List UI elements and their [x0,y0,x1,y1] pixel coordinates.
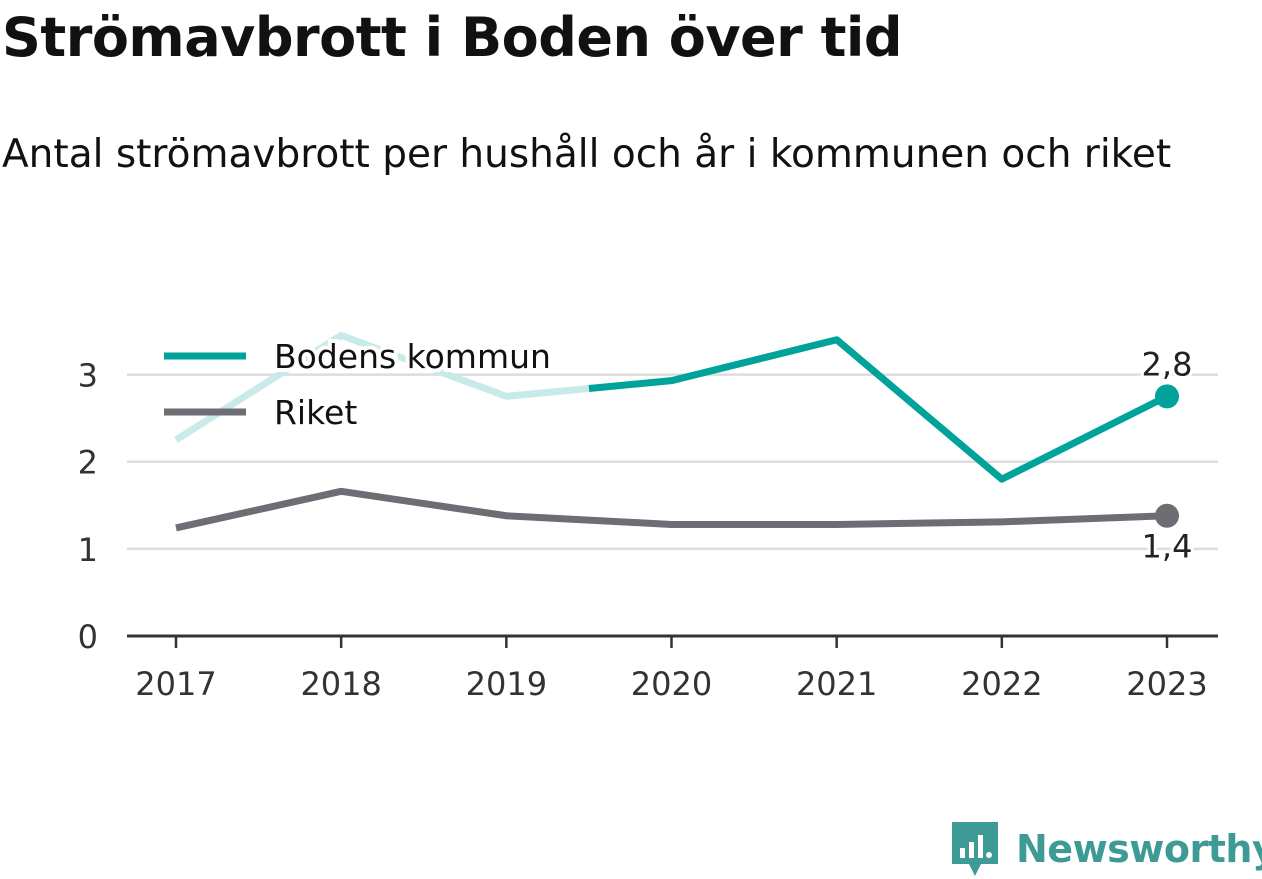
x-tick-label: 2020 [631,665,712,703]
series-end-point [1155,503,1179,528]
series-line-faded [174,331,590,443]
newsworthy-brand: Newsworthy [950,819,1262,879]
y-tick-label: 0 [78,618,98,656]
series-line [588,336,1169,483]
y-tick-label: 2 [78,444,98,482]
chart-title: Strömavbrott i Boden över tid [2,6,903,69]
x-tick-label: 2019 [466,665,547,703]
data-label: 2,8 [1142,345,1193,383]
x-tick-label: 2021 [796,665,877,703]
axes: 0 1 2 3 2017 2018 2019 2020 2021 2022 2023 [78,357,1218,703]
end-labels: 2,8 1,4 [1139,342,1196,568]
series-end-point [1155,384,1179,409]
x-tick-label: 2017 [135,665,216,703]
x-tick-label: 2023 [1126,665,1207,703]
x-tick-label: 2018 [300,665,381,703]
series-lines [174,331,1179,532]
x-tick-label: 2022 [961,665,1042,703]
y-tick-label: 3 [78,357,98,395]
legend-label: Riket [274,393,357,432]
series-line [175,487,1168,532]
legend-label: Bodens kommun [274,337,551,376]
legend: Bodens kommun Riket [164,333,555,436]
data-label: 1,4 [1142,528,1193,566]
brand-name: Newsworthy [1016,827,1262,871]
y-tick-label: 1 [78,531,98,569]
newsworthy-logo-icon [952,822,998,876]
chart-subtitle: Antal strömavbrott per hushåll och år i … [2,132,1172,177]
